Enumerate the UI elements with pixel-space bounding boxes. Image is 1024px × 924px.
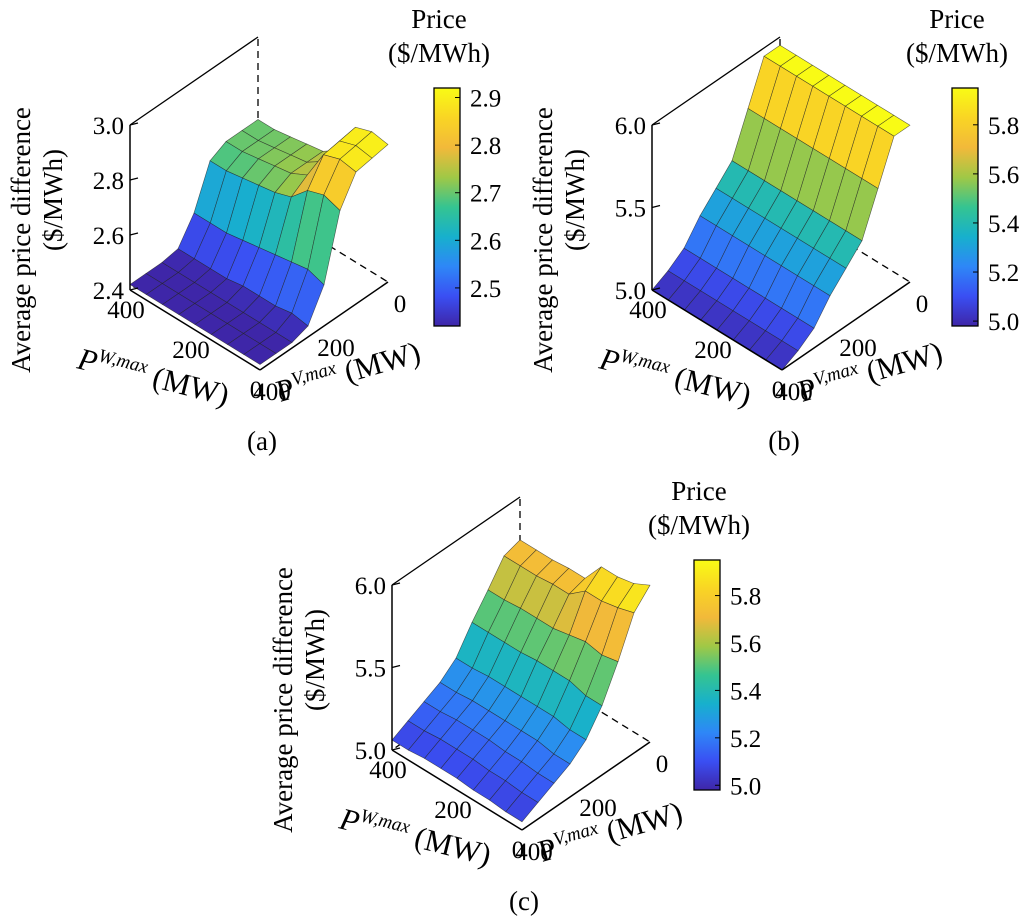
colorbar-tick-label: 5.6 bbox=[730, 631, 761, 658]
z-tick-label: 6.0 bbox=[355, 573, 386, 600]
colorbar-tick-label: 2.9 bbox=[470, 86, 501, 113]
x-tick-label: 200 bbox=[434, 797, 472, 824]
y-tick-label: 400 bbox=[253, 379, 291, 406]
y-tick-label: 200 bbox=[317, 335, 355, 362]
z-tick bbox=[651, 122, 661, 126]
colorbar-tick-label: 5.0 bbox=[730, 773, 761, 800]
y-tick-label: 200 bbox=[579, 795, 617, 822]
x-axis-line bbox=[129, 289, 261, 371]
z-tick-label: 2.8 bbox=[93, 168, 124, 195]
colorbar-tick-label: 5.2 bbox=[988, 260, 1019, 287]
colorbar-unit: ($/MWh) bbox=[648, 510, 750, 540]
colorbar-title: Price bbox=[411, 4, 466, 34]
x-tick-label: 0 bbox=[512, 837, 525, 864]
y-tick-label: 400 bbox=[515, 839, 553, 866]
z-axis-unit: ($/MWh) bbox=[560, 149, 590, 251]
x-tick-label: 400 bbox=[107, 297, 145, 324]
y-axis-line bbox=[781, 281, 911, 371]
z-tick bbox=[391, 582, 401, 586]
colorbar-title: Price bbox=[671, 476, 726, 506]
z-tick-label: 5.5 bbox=[615, 196, 646, 223]
z-axis-title: Average price difference bbox=[268, 567, 298, 833]
x-axis-line bbox=[391, 749, 523, 831]
colorbar-tick-label: 5.4 bbox=[730, 678, 762, 705]
y-tick-label: 0 bbox=[656, 751, 669, 778]
surface-patch bbox=[243, 343, 277, 365]
z-tick bbox=[129, 287, 139, 291]
z-axis-title: Average price difference bbox=[528, 107, 558, 373]
z-axis-title: Average price difference bbox=[6, 107, 36, 373]
y-axis-line bbox=[259, 281, 389, 371]
top-back-edge bbox=[391, 496, 521, 586]
y-axis-line bbox=[521, 741, 651, 831]
z-tick bbox=[129, 232, 139, 236]
top-back-edge bbox=[129, 36, 259, 126]
x-tick-label: 0 bbox=[250, 377, 263, 404]
colorbar-tick-label: 5.2 bbox=[730, 726, 761, 753]
colorbar-tick-label: 5.8 bbox=[988, 113, 1019, 140]
panel-caption: (b) bbox=[768, 426, 799, 456]
colorbar bbox=[433, 87, 461, 327]
x-axis-line bbox=[651, 289, 783, 371]
surface-patch bbox=[505, 792, 539, 823]
y-tick-label: 200 bbox=[839, 335, 877, 362]
colorbar-tick-label: 5.4 bbox=[988, 211, 1020, 238]
z-tick bbox=[129, 177, 139, 181]
colorbar-tick-label: 2.7 bbox=[470, 181, 501, 208]
z-tick bbox=[651, 204, 661, 209]
z-tick bbox=[651, 287, 661, 291]
panel-caption: (a) bbox=[247, 426, 277, 456]
z-tick-label: 6.0 bbox=[615, 113, 646, 140]
x-tick-label: 0 bbox=[772, 377, 785, 404]
z-axis-unit: ($/MWh) bbox=[38, 149, 68, 251]
colorbar bbox=[693, 559, 721, 791]
colorbar-tick-label: 2.8 bbox=[470, 133, 501, 160]
colorbar bbox=[951, 87, 979, 327]
z-tick-label: 2.4 bbox=[93, 278, 125, 305]
x-tick-label: 400 bbox=[629, 297, 667, 324]
panel-caption: (c) bbox=[509, 886, 539, 916]
colorbar-tick-label: 5.0 bbox=[988, 309, 1019, 336]
y-tick-label: 400 bbox=[775, 379, 813, 406]
colorbar-unit: ($/MWh) bbox=[388, 38, 490, 68]
x-tick-label: 200 bbox=[172, 337, 210, 364]
z-tick-label: 2.6 bbox=[93, 223, 124, 250]
top-back-edge bbox=[651, 36, 781, 126]
colorbar-tick-label: 5.8 bbox=[730, 584, 761, 611]
z-tick-label: 5.5 bbox=[355, 656, 386, 683]
colorbar-tick-label: 5.6 bbox=[988, 162, 1019, 189]
colorbar-title: Price bbox=[929, 4, 984, 34]
y-tick-label: 0 bbox=[916, 291, 929, 318]
y-tick-label: 0 bbox=[394, 291, 407, 318]
z-tick-label: 5.0 bbox=[355, 738, 386, 765]
x-tick-label: 400 bbox=[369, 757, 407, 784]
z-tick-label: 5.0 bbox=[615, 278, 646, 305]
z-tick-label: 3.0 bbox=[93, 113, 124, 140]
colorbar-tick-label: 2.5 bbox=[470, 276, 501, 303]
z-tick bbox=[391, 747, 401, 751]
z-tick bbox=[129, 122, 139, 126]
colorbar-tick-label: 2.6 bbox=[470, 228, 501, 255]
z-tick bbox=[391, 664, 401, 669]
x-tick-label: 200 bbox=[694, 337, 732, 364]
z-axis-unit: ($/MWh) bbox=[300, 609, 330, 711]
colorbar-unit: ($/MWh) bbox=[906, 38, 1008, 68]
